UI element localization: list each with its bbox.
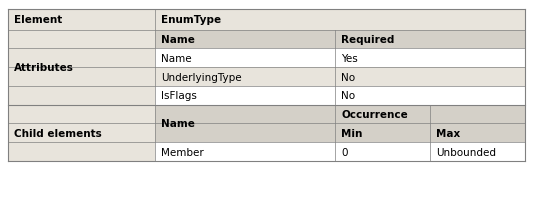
Bar [155, 143, 335, 161]
Text: 0: 0 [341, 147, 348, 157]
Text: Element: Element [14, 15, 62, 25]
Bar [155, 30, 335, 49]
Text: EnumType: EnumType [161, 15, 221, 25]
Text: Min: Min [341, 128, 362, 138]
Text: Required: Required [341, 35, 394, 45]
Text: Member: Member [161, 147, 204, 157]
Bar [155, 49, 335, 68]
Text: IsFlags: IsFlags [161, 91, 197, 101]
Text: Attributes: Attributes [14, 63, 74, 73]
Bar [155, 105, 335, 143]
Bar [8, 30, 155, 105]
Bar [335, 124, 430, 143]
Text: Name: Name [161, 54, 192, 63]
Bar [155, 68, 335, 87]
Bar [335, 143, 430, 161]
Text: Unbounded: Unbounded [436, 147, 496, 157]
Bar [335, 68, 525, 87]
Text: Name: Name [161, 35, 195, 45]
Bar [335, 30, 525, 49]
Bar [335, 105, 525, 124]
Bar [335, 87, 525, 105]
Text: No: No [341, 72, 355, 82]
Bar [335, 49, 525, 68]
Text: UnderlyingType: UnderlyingType [161, 72, 241, 82]
Text: Child elements: Child elements [14, 128, 102, 138]
Text: Name: Name [161, 119, 195, 129]
Text: Yes: Yes [341, 54, 358, 63]
Bar [8, 105, 155, 161]
Bar [8, 10, 155, 30]
Text: Max: Max [436, 128, 461, 138]
Bar [430, 124, 525, 143]
Text: No: No [341, 91, 355, 101]
Bar [155, 87, 335, 105]
Bar [430, 143, 525, 161]
Bar [155, 10, 525, 30]
Text: Occurrence: Occurrence [341, 110, 408, 119]
